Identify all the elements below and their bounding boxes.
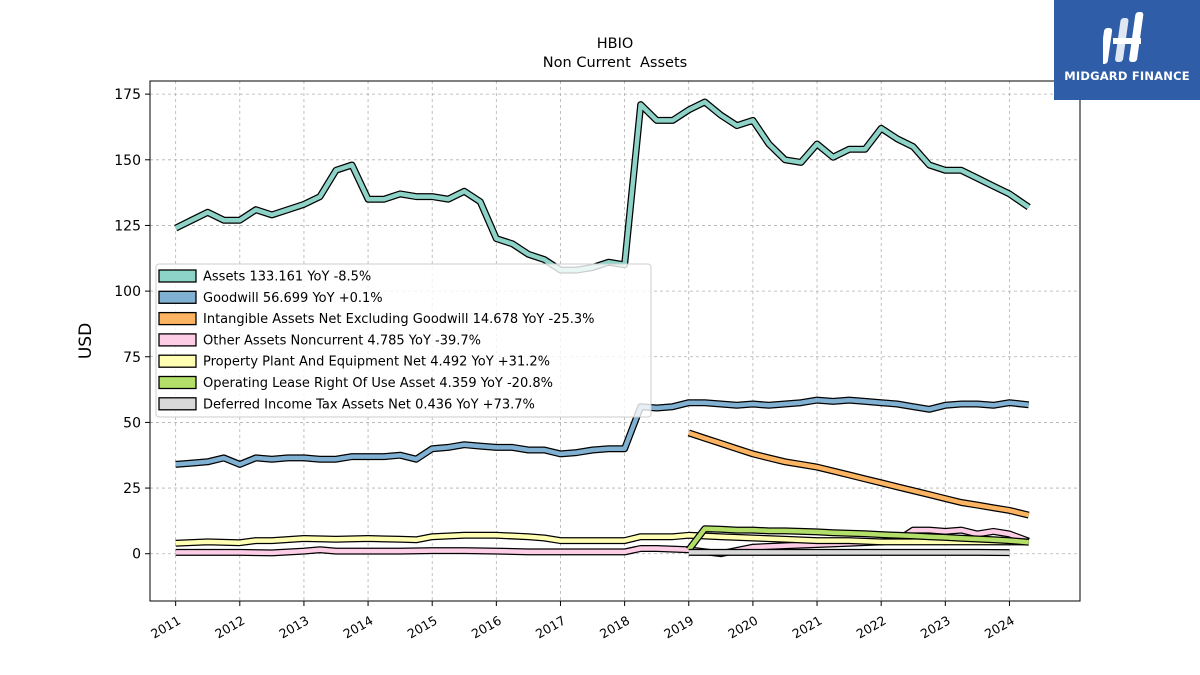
legend-swatch xyxy=(158,375,197,390)
x-tick-label: 2023 xyxy=(918,613,953,642)
legend-label: Deferred Income Tax Assets Net 0.436 YoY… xyxy=(203,397,535,412)
legend-swatch xyxy=(158,269,197,283)
legend-box xyxy=(155,263,652,418)
x-tick-label: 2012 xyxy=(212,613,247,642)
legend-label: Assets 133.161 YoY -8.5% xyxy=(203,270,371,285)
x-tick-label: 2016 xyxy=(469,613,504,642)
logo-text: MIDGARD FINANCE xyxy=(1064,69,1190,83)
y-tick-label: 25 xyxy=(123,481,141,497)
chart-title: HBIO xyxy=(597,36,634,52)
series-line-intangible-assets-net-excluding-goodwill xyxy=(688,430,1030,518)
legend-swatch xyxy=(158,354,197,368)
series-line-operating-lease-right-of-use-asset xyxy=(687,526,1029,552)
x-tick-label: 2013 xyxy=(276,613,311,642)
x-tick-label: 2019 xyxy=(661,613,696,642)
legend: Assets 133.161 YoY -8.5% Goodwill 56.699 … xyxy=(155,263,652,418)
legend-label: Property Plant And Equipment Net 4.492 Y… xyxy=(203,355,550,370)
series-line-property-plant-and-equipment-net xyxy=(175,533,1029,546)
plot-frame xyxy=(149,80,1081,602)
legend-swatch xyxy=(158,311,197,326)
y-tick-label: 0 xyxy=(132,547,141,563)
legend-swatch xyxy=(158,290,197,304)
legend-label: Operating Lease Right Of Use Asset 4.359… xyxy=(203,376,553,391)
y-tick-label: 125 xyxy=(114,218,141,234)
x-tick-label: 2018 xyxy=(597,613,632,642)
legend-label: Goodwill 56.699 YoY +0.1% xyxy=(203,291,383,306)
legend-label: Intangible Assets Net Excluding Goodwill… xyxy=(203,312,594,327)
x-tick-label: 2014 xyxy=(341,613,376,642)
y-axis: 0 25 50 75 100 125 150 175 xyxy=(114,87,150,563)
legend-swatch xyxy=(158,397,197,411)
y-axis-label: USD xyxy=(76,323,96,359)
x-tick-label: 2021 xyxy=(789,613,824,642)
brand-logo: MIDGARD FINANCE xyxy=(1054,0,1200,100)
y-tick-label: 75 xyxy=(123,350,141,366)
series-lines xyxy=(174,98,1031,558)
x-tick-label: 2017 xyxy=(533,613,568,642)
series-line-goodwill xyxy=(175,397,1029,467)
series-outline-intangible-assets-net-excluding-goodwill xyxy=(687,429,1030,519)
y-tick-label: 175 xyxy=(114,87,141,103)
x-axis: 2011 2012 2013 2014 2015 2016 2017 2018 2019 2020… xyxy=(148,601,1017,642)
series-line-other-assets-noncurrent xyxy=(175,527,1030,556)
y-tick-label: 50 xyxy=(123,415,141,431)
x-tick-label: 2011 xyxy=(148,613,183,642)
legend-swatch xyxy=(158,333,197,347)
x-tick-label: 2022 xyxy=(854,613,889,642)
x-tick-label: 2024 xyxy=(982,613,1017,642)
x-tick-label: 2020 xyxy=(725,613,760,642)
y-tick-label: 100 xyxy=(114,284,141,300)
x-tick-label: 2015 xyxy=(405,613,440,642)
legend-label: Other Assets Noncurrent 4.785 YoY -39.7% xyxy=(203,333,481,348)
logo-mark-icon xyxy=(1103,12,1144,64)
y-tick-label: 150 xyxy=(114,153,141,169)
chart-subtitle: Non Current Assets xyxy=(543,55,687,71)
